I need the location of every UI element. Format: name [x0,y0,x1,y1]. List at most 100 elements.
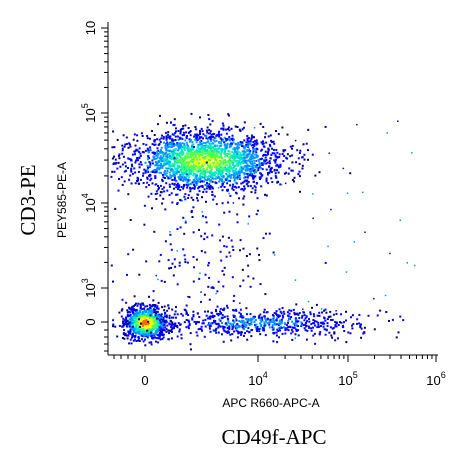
event-dot [158,138,161,141]
event-dot [139,306,142,308]
event-dot [154,340,157,343]
event-dot [228,174,231,177]
event-dot [175,183,178,186]
event-dot [189,154,192,156]
event-dot [181,159,184,162]
event-dot [212,177,215,180]
event-dot [155,337,158,340]
event-dot [274,174,277,177]
event-dot [233,148,236,151]
event-dot [183,142,186,145]
event-dot [225,168,228,171]
event-dot [201,211,203,213]
event-dot [240,143,243,146]
event-dot [284,149,287,152]
event-dot [225,323,228,326]
event-dot [128,142,131,145]
event-dot [246,321,249,324]
event-dot [201,146,204,149]
event-dot [202,319,205,322]
event-dot [157,318,160,321]
event-dot [218,170,220,173]
event-dot [315,303,318,306]
event-dot [334,339,337,342]
event-dot [197,180,199,183]
event-dot [315,320,318,323]
event-dot [128,158,131,161]
event-dot [221,235,224,238]
event-dot [222,127,225,130]
event-dot [232,326,235,329]
event-dot [226,153,229,155]
event-dot [151,309,154,312]
event-dot [183,232,186,235]
event-dot [240,314,243,317]
event-dot [146,165,149,167]
event-dot [238,197,240,200]
event-dot [212,329,215,332]
event-dot [247,165,250,168]
event-dot [159,157,161,160]
event-dot [176,228,179,230]
event-dot [203,156,206,158]
event-dot [248,331,251,333]
event-dot [376,314,379,317]
event-dot [239,331,242,334]
event-dot [150,305,153,308]
event-dot [215,148,218,151]
event-dot [313,320,316,322]
event-dot [245,169,247,172]
event-dot [171,182,174,185]
event-dot [151,130,153,133]
event-dot [117,161,120,164]
event-dot [290,332,293,335]
event-dot [209,174,212,177]
event-dot [180,128,183,130]
event-dot [275,334,278,337]
event-dot [166,141,169,144]
event-dot [110,264,113,267]
event-dot [230,339,233,342]
event-dot [277,314,280,317]
event-dot [275,158,277,161]
event-dot [134,161,137,164]
event-dot [160,313,163,316]
event-dot [275,331,278,334]
event-dot [309,313,312,316]
event-dot [146,177,149,180]
event-dot [136,157,139,159]
event-dot [171,169,174,172]
event-dot [190,211,193,214]
event-dot [198,156,200,158]
event-dot [153,140,156,143]
event-dot [113,155,115,158]
event-dot [223,181,226,183]
event-dot [172,141,174,144]
event-dot [164,163,167,166]
event-dot [352,323,355,326]
event-dot [157,334,160,337]
event-dot [187,159,190,162]
event-dot [232,154,235,157]
event-dot [200,127,203,130]
event-dot [307,300,310,303]
event-dot [288,312,291,315]
event-dot [180,171,183,174]
event-dot [189,332,192,335]
event-dot [207,178,210,181]
event-dot [209,169,212,172]
event-dot [271,147,273,150]
event-dot [187,320,190,323]
event-dot [154,305,156,308]
event-dot [144,305,147,308]
event-dot [293,326,295,329]
event-dot [200,169,203,172]
event-dot [220,148,223,151]
event-dot [128,322,131,324]
event-dot [326,318,329,321]
event-dot [159,162,162,165]
event-dot [217,172,220,175]
event-dot [193,186,196,189]
event-dot [191,145,193,148]
event-dot [295,312,298,315]
